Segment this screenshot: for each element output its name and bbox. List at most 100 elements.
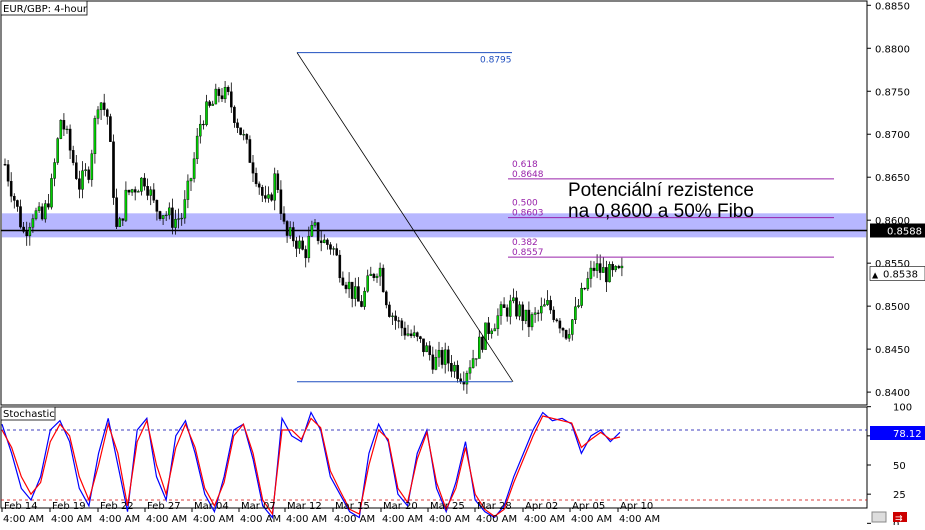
candle-body: [397, 320, 401, 322]
candle-body: [549, 300, 552, 311]
fib-trendline: [296, 52, 514, 383]
candle-body: [288, 227, 292, 236]
candle-body: [481, 336, 484, 350]
candle-body: [611, 264, 614, 271]
candle-body: [518, 304, 521, 317]
shift-icon: ⇉: [895, 514, 903, 524]
candle-body: [478, 336, 481, 359]
y-tick-label: 0.8700: [875, 130, 910, 141]
candle-body: [74, 162, 78, 179]
candle-body: [595, 263, 599, 271]
candle-body: [375, 275, 379, 278]
y-tick-label: 0.8550: [875, 259, 910, 270]
candle-body: [577, 305, 580, 307]
candle-body: [574, 306, 577, 320]
candle-body: [211, 103, 215, 106]
candle-body: [598, 263, 602, 273]
x-tick-label: Feb 22: [100, 501, 134, 512]
candle-body: [363, 290, 366, 307]
last-price-arrow: ▲: [872, 270, 879, 279]
candle-body: [223, 87, 227, 100]
candle-body: [326, 239, 329, 245]
candle-body: [22, 226, 25, 232]
candle-body: [298, 240, 301, 249]
x-sublabel: 4:00 AM: [476, 514, 517, 525]
stochastic-line-k: [1, 411, 621, 519]
candle-body: [447, 349, 450, 364]
candle-body: [571, 319, 574, 335]
candle-body: [357, 286, 360, 302]
candle-body: [155, 200, 159, 212]
stochastic-tick-label: 25: [893, 490, 906, 501]
candle-body: [78, 178, 81, 190]
candle-body: [536, 312, 540, 314]
candle-body: [152, 189, 156, 201]
candle-body: [47, 203, 50, 208]
candle-body: [354, 286, 357, 299]
y-tick-label: 0.8850: [875, 1, 910, 12]
x-sublabel: 4:00 AM: [382, 514, 423, 525]
annotation-line-1: Potenciální rezistence: [568, 180, 754, 201]
candle-body: [226, 87, 230, 92]
candle-body: [112, 141, 115, 198]
candle-body: [149, 189, 153, 196]
y-tick-label: 0.8450: [875, 345, 910, 356]
candle-body: [87, 169, 90, 180]
candle-body: [198, 123, 202, 137]
candle-body: [171, 207, 174, 228]
candle-body: [558, 320, 562, 329]
candle-body: [388, 304, 391, 317]
x-sublabel: 4:00 AM: [51, 514, 92, 525]
fib-price-label: 0.8648: [512, 170, 544, 180]
candle-body: [59, 119, 63, 139]
candle-body: [127, 189, 131, 193]
candle-body: [118, 218, 121, 227]
candle-body: [416, 332, 419, 337]
candle-body: [136, 191, 140, 193]
candle-body: [242, 134, 246, 136]
candle-body: [474, 358, 478, 360]
x-sublabel: 4:00 AM: [334, 514, 375, 525]
candle-body: [245, 134, 249, 140]
candle-body: [456, 364, 459, 379]
candle-body: [264, 195, 267, 199]
stochastic-frame: [0, 406, 868, 509]
candle-body: [267, 194, 270, 199]
candle-body: [31, 218, 35, 228]
candle-body: [409, 333, 413, 337]
candle-body: [499, 304, 503, 316]
candle-body: [208, 101, 211, 106]
candle-body: [589, 267, 593, 279]
candle-body: [434, 357, 438, 370]
candle-body: [350, 281, 354, 299]
candle-body: [555, 319, 559, 322]
candle-body: [505, 307, 509, 317]
candle-body: [602, 267, 605, 273]
candle-body: [273, 173, 277, 201]
x-sublabel: 4:00 AM: [146, 514, 187, 525]
candle-body: [459, 378, 463, 382]
x-tick-label: Mar 04: [194, 501, 229, 512]
x-tick-label: Mar 07: [241, 501, 276, 512]
candle-body: [583, 287, 586, 290]
fib-ratio-label: 0.382: [512, 238, 538, 248]
candle-body: [543, 304, 546, 307]
candle-body: [471, 358, 475, 368]
candle-body: [580, 287, 583, 306]
candle-body: [335, 248, 339, 256]
candle-body: [620, 265, 624, 269]
candle-body: [44, 203, 47, 220]
candle-body: [292, 227, 295, 242]
candle-body: [164, 214, 168, 217]
candle-body: [115, 197, 118, 227]
x-tick-label: Apr 10: [620, 501, 653, 512]
candle-body: [428, 345, 432, 356]
candle-body: [546, 300, 549, 305]
candle-body: [6, 164, 10, 182]
candle-body: [465, 372, 469, 385]
candle-body: [316, 222, 320, 241]
candle-body: [295, 240, 298, 249]
